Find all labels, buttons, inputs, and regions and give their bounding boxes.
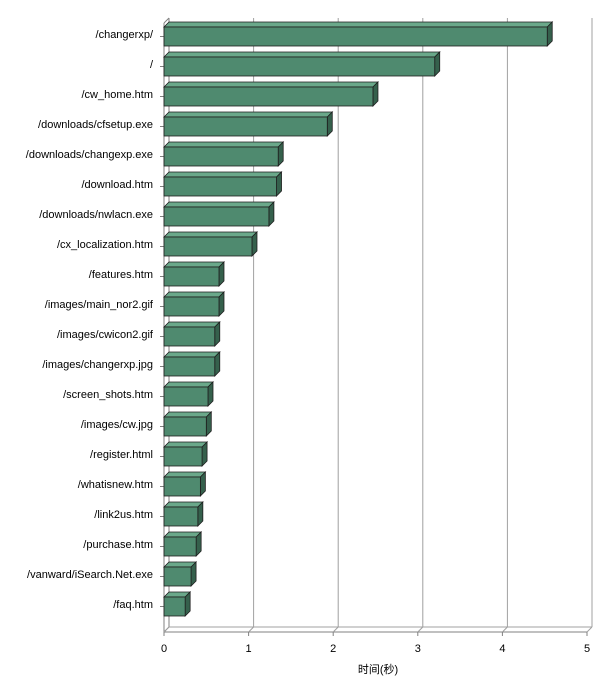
bar-front-face — [163, 506, 199, 527]
bar — [163, 471, 207, 497]
x-tick-label: 0 — [161, 643, 167, 655]
bar — [163, 171, 283, 197]
bar — [163, 111, 334, 137]
floor-gridline — [163, 626, 170, 633]
category-label: /faq.htm — [113, 599, 153, 611]
bar — [163, 441, 209, 467]
category-label: /downloads/changexp.exe — [26, 149, 153, 161]
bar-top-face — [163, 201, 275, 208]
floor-gridline — [502, 626, 508, 633]
bar-top-face — [163, 441, 209, 448]
bar-front-face — [163, 266, 220, 287]
bar-front-face — [163, 56, 436, 77]
bar-top-face — [163, 111, 334, 118]
bar — [163, 141, 285, 167]
bar — [163, 261, 225, 287]
x-tick-label: 2 — [330, 643, 336, 655]
bar-front-face — [163, 236, 253, 257]
bar-top-face — [163, 171, 283, 178]
category-label: /downloads/nwlacn.exe — [39, 209, 153, 221]
category-label: /purchase.htm — [83, 539, 153, 551]
category-label: /features.htm — [89, 269, 153, 281]
bar-top-face — [163, 51, 441, 58]
category-label: /download.htm — [81, 179, 153, 191]
floor-gridline — [332, 626, 339, 633]
axes — [160, 17, 593, 636]
category-labels: /changerxp/ / /cw_home.htm/downloads/cfset… — [26, 29, 154, 611]
category-label: /vanward/iSearch.Net.exe — [27, 569, 153, 581]
bar-front-face — [163, 176, 277, 197]
bar — [163, 81, 379, 107]
bar — [163, 21, 554, 47]
bar-top-face — [163, 321, 221, 328]
bar — [163, 501, 204, 527]
bar-top-face — [163, 291, 225, 298]
bar-top-face — [163, 81, 379, 88]
category-label: /images/main_nor2.gif — [45, 299, 154, 311]
category-label: /downloads/cfsetup.exe — [38, 119, 153, 131]
bar — [163, 201, 275, 227]
bar — [163, 321, 221, 347]
category-label: /cx_localization.htm — [57, 239, 153, 251]
x-tick-label: 4 — [499, 643, 505, 655]
bar-top-face — [163, 261, 225, 268]
floor-gridline — [248, 626, 254, 633]
bar-front-face — [163, 206, 270, 227]
bar-front-face — [163, 116, 328, 137]
bar-top-face — [163, 471, 207, 478]
category-label: /images/changerxp.jpg — [42, 359, 153, 371]
bar-front-face — [163, 296, 220, 317]
floor-gridline — [417, 626, 424, 633]
bar-front-face — [163, 596, 186, 617]
bar-front-face — [163, 26, 548, 47]
bar — [163, 531, 203, 557]
category-label: /whatisnew.htm — [78, 479, 153, 491]
bar-front-face — [163, 566, 192, 587]
floor-gridline — [586, 626, 593, 633]
x-tick-label: 5 — [584, 643, 590, 655]
corner-edge — [163, 17, 170, 24]
bar-top-face — [163, 381, 214, 388]
category-label: / — [150, 59, 154, 71]
x-tick-label: 1 — [246, 643, 252, 655]
bar-series — [163, 21, 554, 617]
bar — [163, 591, 192, 617]
category-label: /images/cw.jpg — [81, 419, 153, 431]
bar — [163, 561, 198, 587]
bar-front-face — [163, 446, 203, 467]
bar-top-face — [163, 411, 213, 418]
x-axis-title: 时间(秒) — [358, 662, 398, 676]
category-label: /images/cwicon2.gif — [57, 329, 154, 341]
bar — [163, 381, 214, 407]
bar-top-face — [163, 531, 203, 538]
bar — [163, 411, 213, 437]
grid-lines — [168, 18, 593, 627]
category-label: /link2us.htm — [94, 509, 153, 521]
category-label: /changerxp/ — [96, 29, 154, 41]
bar — [163, 51, 441, 77]
category-label: /register.html — [90, 449, 153, 461]
bar — [163, 291, 225, 317]
bar — [163, 351, 221, 377]
bar-top-face — [163, 141, 285, 148]
bar-top-face — [163, 231, 258, 238]
bar-front-face — [163, 146, 279, 167]
bar-front-face — [163, 326, 216, 347]
bar — [163, 231, 258, 257]
x-tick-label: 3 — [415, 643, 421, 655]
bar-top-face — [163, 501, 204, 508]
bar-top-face — [163, 21, 554, 28]
bar-front-face — [163, 416, 207, 437]
bar-front-face — [163, 386, 209, 407]
category-label: /cw_home.htm — [81, 89, 153, 101]
category-label: /screen_shots.htm — [63, 389, 153, 401]
x-tick-labels: 0 1 2 3 4 5 — [161, 643, 590, 655]
bar-front-face — [163, 356, 216, 377]
bar-top-face — [163, 351, 221, 358]
bar-front-face — [163, 476, 201, 497]
bar-front-face — [163, 536, 197, 557]
bar-front-face — [163, 86, 374, 107]
